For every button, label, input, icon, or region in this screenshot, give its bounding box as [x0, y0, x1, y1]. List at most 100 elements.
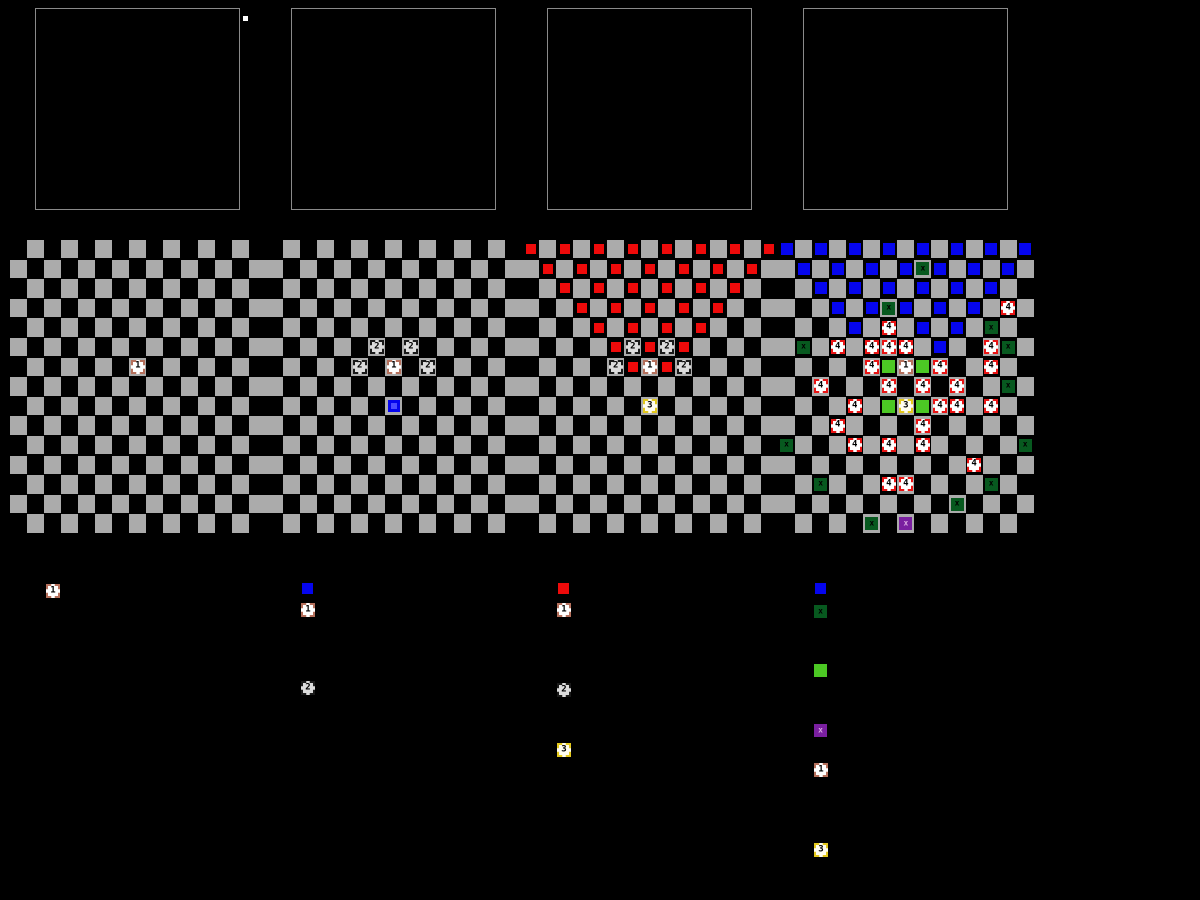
legend-blue — [302, 583, 313, 594]
grid-cell — [368, 259, 386, 278]
grid-cell — [385, 279, 403, 298]
grid-cell — [10, 494, 28, 514]
grid-cell — [402, 455, 420, 474]
grid-cell — [436, 494, 454, 514]
grid-cell — [914, 494, 932, 514]
grid-cell — [317, 318, 335, 337]
marker-digit: 4 — [954, 400, 960, 410]
grid-cell — [778, 455, 796, 474]
grid-cell — [283, 514, 301, 533]
grid-cell — [351, 318, 369, 337]
grid-cell — [641, 240, 659, 259]
marker-num2: 2 — [369, 340, 384, 355]
panel-annotation-orange — [547, 8, 752, 210]
grid-cell — [965, 357, 983, 376]
grid-cell — [709, 514, 727, 533]
grid-cell — [197, 357, 215, 376]
grid-cell — [590, 455, 608, 474]
grid-cell — [78, 494, 96, 514]
grid-cell — [112, 259, 130, 278]
grid-cell — [624, 455, 642, 474]
grid-cell — [27, 357, 45, 376]
marker-red — [610, 263, 621, 274]
grid-cell — [300, 455, 318, 474]
grid-cell — [197, 396, 215, 416]
grid-cell — [829, 436, 847, 455]
marker-ltgreen — [882, 360, 896, 374]
grid-cell — [522, 259, 540, 278]
grid-cell — [180, 416, 198, 435]
grid-cell — [863, 396, 881, 416]
marker-digit: 1 — [903, 360, 909, 371]
grid-cell — [965, 240, 983, 259]
marker-red — [713, 303, 724, 313]
marker-digit: 4 — [886, 380, 892, 391]
grid-cell — [317, 279, 335, 298]
grid-cell — [385, 318, 403, 337]
marker-digit: 2 — [425, 360, 431, 371]
marker-digit: 4 — [988, 400, 994, 410]
grid-cell — [402, 298, 420, 318]
grid-cell — [812, 494, 830, 514]
marker-red — [593, 244, 604, 255]
marker-red — [661, 322, 672, 333]
marker-red — [644, 263, 655, 274]
panel-annotation-purple — [291, 8, 496, 210]
grid-cell — [675, 514, 693, 533]
marker-digit: 3 — [903, 400, 909, 410]
marker-red — [730, 283, 741, 294]
marker-digit: 2 — [630, 341, 636, 352]
marker-num2: 2 — [659, 340, 674, 355]
grid-cell — [436, 298, 454, 318]
marker-digit: 1 — [818, 764, 824, 774]
grid-cell — [556, 259, 574, 278]
marker-blue — [899, 302, 912, 314]
marker-red — [542, 263, 553, 274]
grid-cell — [607, 475, 625, 494]
grid-cell — [163, 514, 181, 533]
grid-cell — [231, 240, 249, 259]
grid-cell — [95, 318, 113, 337]
marker-num4: 4 — [864, 359, 879, 374]
grid-cell — [1016, 416, 1034, 435]
grid-cell — [948, 455, 966, 474]
grid-cell — [283, 436, 301, 455]
grid-cell — [334, 377, 352, 396]
marker-num3: 3 — [642, 399, 657, 413]
grid-cell — [214, 259, 232, 278]
marker-blue — [968, 302, 981, 314]
marker-num4: 4 — [864, 340, 879, 355]
grid-cell — [829, 279, 847, 298]
marker-digit: 3 — [647, 400, 653, 410]
grid-cell — [556, 338, 574, 357]
grid-cell — [795, 240, 813, 259]
grid-cell — [78, 416, 96, 435]
marker-num4: 4 — [881, 379, 896, 394]
grid-cell — [487, 318, 505, 337]
marker-num4: 4 — [830, 418, 845, 433]
grid-cell — [658, 298, 676, 318]
marker-digit: 4 — [920, 380, 926, 391]
grid-cell — [778, 259, 796, 278]
grid-cell — [27, 240, 45, 259]
grid-cell — [470, 377, 488, 396]
grid-cell — [470, 259, 488, 278]
grid-cell — [931, 240, 949, 259]
grid-cell — [692, 377, 710, 396]
marker-digit: 4 — [852, 400, 858, 410]
grid-cell — [300, 494, 318, 514]
grid-cell — [607, 436, 625, 455]
legend-num1: 1 — [46, 584, 60, 598]
grid-cell — [129, 240, 147, 259]
grid-cell — [266, 298, 284, 318]
grid-cell — [760, 377, 778, 396]
marker-blue — [865, 302, 878, 314]
marker-num4: 4 — [984, 359, 999, 374]
marker-glyph: x — [903, 518, 909, 528]
grid-cell — [334, 338, 352, 357]
grid-cell — [863, 279, 881, 298]
marker-dkgreen-x: x — [814, 477, 828, 491]
grid-cell — [743, 279, 761, 298]
marker-red — [627, 283, 638, 294]
